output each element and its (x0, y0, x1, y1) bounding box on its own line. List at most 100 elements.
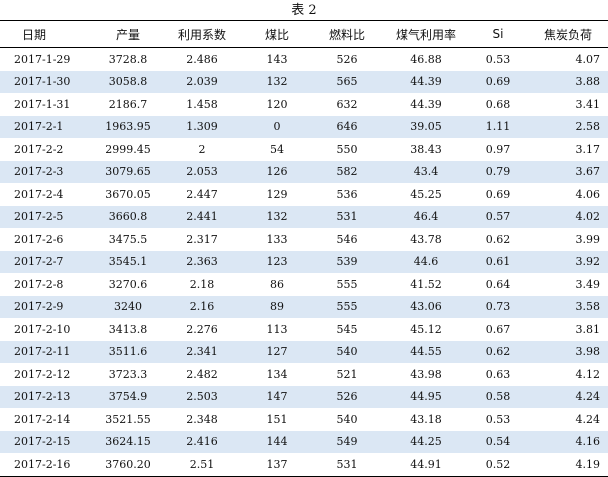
table-row: 2017-2-13 3754.9 2.503 147 526 44.95 0.58 4.24 (0, 385, 608, 408)
gas-utilization-cell: 44.39 (384, 93, 468, 116)
si-cell: 0.79 (468, 160, 528, 183)
table-header-row: 日期 产量 利用系数 煤比 燃料比 煤气利用率 Si 焦炭负荷 (0, 20, 608, 48)
table-row: 2017-2-11 3511.6 2.341 127 540 44.55 0.62 3.98 (0, 340, 608, 363)
utilization-coefficient-cell: 2 (160, 138, 244, 161)
coal-ratio-cell: 123 (244, 250, 310, 273)
coke-load-cell: 4.19 (528, 453, 608, 477)
coal-ratio-cell: 134 (244, 363, 310, 386)
date-cell: 2017-2-15 (0, 430, 96, 453)
date-cell: 2017-2-9 (0, 295, 96, 318)
utilization-coefficient-cell: 2.276 (160, 318, 244, 341)
date-cell: 2017-2-2 (0, 138, 96, 161)
si-cell: 0.62 (468, 228, 528, 251)
coke-load-cell: 4.02 (528, 205, 608, 228)
si-cell: 0.67 (468, 318, 528, 341)
output-cell: 1963.95 (96, 115, 160, 138)
coke-load-cell: 4.07 (528, 47, 608, 71)
fuel-ratio-cell: 540 (310, 340, 384, 363)
utilization-coefficient-cell: 2.51 (160, 453, 244, 477)
coke-load-cell: 3.88 (528, 70, 608, 93)
output-cell: 3624.15 (96, 430, 160, 453)
utilization-coefficient-cell: 2.482 (160, 363, 244, 386)
coke-load-cell: 4.24 (528, 385, 608, 408)
date-cell: 2017-2-1 (0, 115, 96, 138)
coke-load-cell: 4.24 (528, 408, 608, 431)
output-cell: 3760.20 (96, 453, 160, 477)
fuel-ratio-cell: 531 (310, 453, 384, 477)
coke-load-cell: 3.41 (528, 93, 608, 116)
output-cell: 2999.45 (96, 138, 160, 161)
table-row: 2017-2-12 3723.3 2.482 134 521 43.98 0.63 4.12 (0, 363, 608, 386)
table-row: 2017-2-14 3521.55 2.348 151 540 43.18 0.53 4.24 (0, 408, 608, 431)
fuel-ratio-cell: 526 (310, 47, 384, 71)
utilization-coefficient-cell: 2.363 (160, 250, 244, 273)
coke-load-cell: 3.99 (528, 228, 608, 251)
utilization-coefficient-cell: 2.053 (160, 160, 244, 183)
utilization-coefficient-cell: 2.039 (160, 70, 244, 93)
gas-utilization-cell: 46.4 (384, 205, 468, 228)
output-cell: 3240 (96, 295, 160, 318)
si-cell: 0.58 (468, 385, 528, 408)
table-row: 2017-2-5 3660.8 2.441 132 531 46.4 0.57 4.02 (0, 205, 608, 228)
coal-ratio-cell: 151 (244, 408, 310, 431)
fuel-ratio-cell: 550 (310, 138, 384, 161)
si-cell: 0.53 (468, 47, 528, 71)
date-cell: 2017-2-3 (0, 160, 96, 183)
date-cell: 2017-1-29 (0, 47, 96, 71)
si-cell: 0.54 (468, 430, 528, 453)
coal-ratio-cell: 132 (244, 205, 310, 228)
gas-utilization-cell: 44.55 (384, 340, 468, 363)
date-cell: 2017-1-30 (0, 70, 96, 93)
date-cell: 2017-2-7 (0, 250, 96, 273)
utilization-coefficient-cell: 2.503 (160, 385, 244, 408)
fuel-ratio-cell: 582 (310, 160, 384, 183)
fuel-ratio-cell: 531 (310, 205, 384, 228)
date-cell: 2017-2-8 (0, 273, 96, 296)
coal-ratio-cell: 137 (244, 453, 310, 477)
coal-ratio-cell: 54 (244, 138, 310, 161)
date-cell: 2017-2-6 (0, 228, 96, 251)
si-cell: 1.11 (468, 115, 528, 138)
coal-ratio-cell: 127 (244, 340, 310, 363)
fuel-ratio-cell: 546 (310, 228, 384, 251)
utilization-coefficient-cell: 2.447 (160, 183, 244, 206)
fuel-ratio-cell: 536 (310, 183, 384, 206)
si-cell: 0.63 (468, 363, 528, 386)
output-cell: 3475.5 (96, 228, 160, 251)
date-cell: 2017-2-11 (0, 340, 96, 363)
fuel-ratio-cell: 565 (310, 70, 384, 93)
utilization-coefficient-cell: 2.486 (160, 47, 244, 71)
table-row: 2017-2-15 3624.15 2.416 144 549 44.25 0.54 4.16 (0, 430, 608, 453)
gas-utilization-cell: 43.98 (384, 363, 468, 386)
coke-load-cell: 3.98 (528, 340, 608, 363)
table-row: 2017-1-30 3058.8 2.039 132 565 44.39 0.69 3.88 (0, 70, 608, 93)
utilization-coefficient-cell: 2.441 (160, 205, 244, 228)
coal-ratio-cell: 0 (244, 115, 310, 138)
table-row: 2017-1-31 2186.7 1.458 120 632 44.39 0.68 3.41 (0, 93, 608, 116)
coke-load-cell: 2.58 (528, 115, 608, 138)
coal-ratio-cell: 132 (244, 70, 310, 93)
column-header-output: 产量 (96, 20, 160, 48)
date-cell: 2017-1-31 (0, 93, 96, 116)
utilization-coefficient-cell: 2.18 (160, 273, 244, 296)
table-body: 2017-1-29 3728.8 2.486 143 526 46.88 0.53 4.07 2… (0, 47, 608, 477)
coal-ratio-cell: 89 (244, 295, 310, 318)
table-row: 2017-2-9 3240 2.16 89 555 43.06 0.73 3.58 (0, 295, 608, 318)
gas-utilization-cell: 43.78 (384, 228, 468, 251)
fuel-ratio-cell: 540 (310, 408, 384, 431)
si-cell: 0.52 (468, 453, 528, 477)
si-cell: 0.53 (468, 408, 528, 431)
table-row: 2017-2-6 3475.5 2.317 133 546 43.78 0.62 3.99 (0, 228, 608, 251)
table-row: 2017-2-7 3545.1 2.363 123 539 44.6 0.61 3.92 (0, 250, 608, 273)
utilization-coefficient-cell: 2.317 (160, 228, 244, 251)
date-cell: 2017-2-12 (0, 363, 96, 386)
output-cell: 3521.55 (96, 408, 160, 431)
output-cell: 3511.6 (96, 340, 160, 363)
output-cell: 3728.8 (96, 47, 160, 71)
column-header-date: 日期 (0, 20, 96, 48)
gas-utilization-cell: 39.05 (384, 115, 468, 138)
si-cell: 0.69 (468, 183, 528, 206)
fuel-ratio-cell: 555 (310, 295, 384, 318)
gas-utilization-cell: 45.12 (384, 318, 468, 341)
fuel-ratio-cell: 555 (310, 273, 384, 296)
